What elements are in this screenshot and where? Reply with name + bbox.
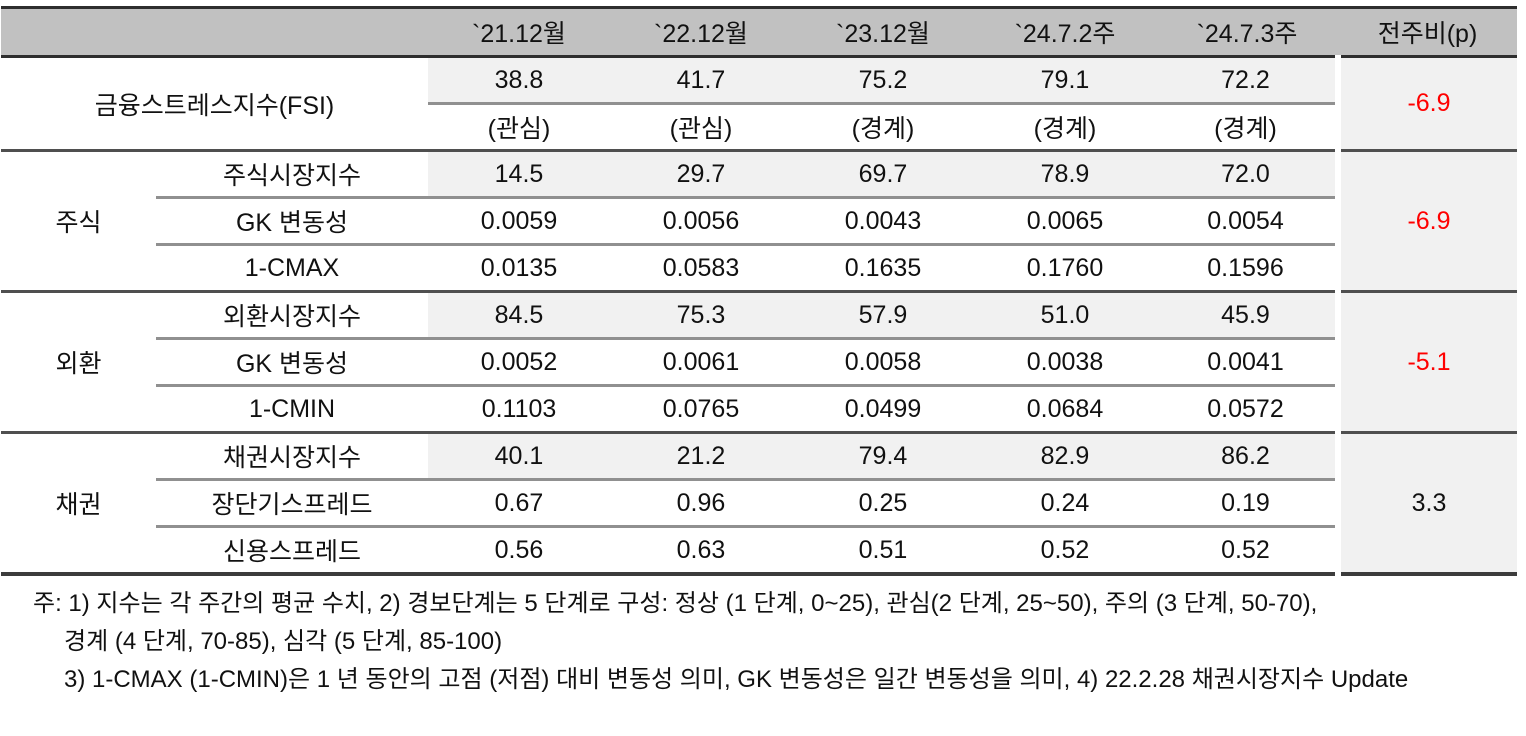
header-row: `21.12월 `22.12월 `23.12월 `24.7.2주 `24.7.3…	[1, 6, 1517, 58]
sub-label: GK 변동성	[156, 338, 428, 387]
value-cell: 0.52	[974, 526, 1156, 576]
value-cell: 0.0499	[792, 385, 974, 434]
column-header-2212: `22.12월	[610, 6, 792, 58]
value-cell: 29.7	[610, 150, 792, 199]
value-cell: 75.2	[792, 56, 974, 105]
bond-creditspread-row: 신용스프레드 0.56 0.63 0.51 0.52 0.52	[1, 526, 1517, 576]
stage-cell: (관심)	[428, 103, 610, 152]
stage-cell: (경계)	[1156, 103, 1338, 152]
value-cell: 0.0054	[1156, 197, 1338, 246]
value-cell: 0.0684	[974, 385, 1156, 434]
bond-termspread-row: 장단기스프레드 0.67 0.96 0.25 0.24 0.19	[1, 479, 1517, 528]
column-header-2112: `21.12월	[428, 6, 610, 58]
group-label-stock: 주식	[1, 150, 156, 293]
sub-label: 장단기스프레드	[156, 479, 428, 528]
group-label-fx: 외환	[1, 291, 156, 434]
value-cell: 0.0058	[792, 338, 974, 387]
value-cell: 0.0043	[792, 197, 974, 246]
group-label-fsi: 금융스트레스지수(FSI)	[1, 56, 428, 152]
fsi-table: `21.12월 `22.12월 `23.12월 `24.7.2주 `24.7.3…	[1, 6, 1517, 576]
column-header-2472: `24.7.2주	[974, 6, 1156, 58]
value-cell: 84.5	[428, 291, 610, 340]
value-cell: 72.0	[1156, 150, 1338, 199]
value-cell: 0.1760	[974, 244, 1156, 293]
value-cell: 0.19	[1156, 479, 1338, 528]
footnote-line-1: 주: 1) 지수는 각 주간의 평균 수치, 2) 경보단계는 5 단계로 구성…	[33, 590, 1318, 617]
value-cell: 0.1596	[1156, 244, 1338, 293]
fx-gk-row: GK 변동성 0.0052 0.0061 0.0058 0.0038 0.004…	[1, 338, 1517, 387]
sub-label: 1-CMIN	[156, 385, 428, 434]
value-cell: 72.2	[1156, 56, 1338, 105]
column-header-wow: 전주비(p)	[1338, 6, 1517, 58]
value-cell: 40.1	[428, 432, 610, 481]
wow-value-fsi: -6.9	[1335, 56, 1517, 152]
value-cell: 0.0056	[610, 197, 792, 246]
fsi-stage-row: (관심) (관심) (경계) (경계) (경계)	[1, 103, 1517, 152]
value-cell: 69.7	[792, 150, 974, 199]
value-cell: 75.3	[610, 291, 792, 340]
fx-cmin-row: 1-CMIN 0.1103 0.0765 0.0499 0.0684 0.057…	[1, 385, 1517, 434]
value-cell: 0.0038	[974, 338, 1156, 387]
sub-label: GK 변동성	[156, 197, 428, 246]
value-cell: 0.0052	[428, 338, 610, 387]
footnote-line-2: 경계 (4 단계, 70-85), 심각 (5 단계, 85-100)	[64, 628, 503, 655]
financial-stress-index-report: `21.12월 `22.12월 `23.12월 `24.7.2주 `24.7.3…	[0, 6, 1526, 736]
value-cell: 0.25	[792, 479, 974, 528]
value-cell: 0.0765	[610, 385, 792, 434]
stock-cmax-row: 1-CMAX 0.0135 0.0583 0.1635 0.1760 0.159…	[1, 244, 1517, 293]
value-cell: 57.9	[792, 291, 974, 340]
value-cell: 0.0061	[610, 338, 792, 387]
stage-cell: (관심)	[610, 103, 792, 152]
value-cell: 79.1	[974, 56, 1156, 105]
sub-label: 신용스프레드	[156, 526, 428, 576]
value-cell: 0.1103	[428, 385, 610, 434]
stock-gk-row: GK 변동성 0.0059 0.0056 0.0043 0.0065 0.005…	[1, 197, 1517, 246]
sub-label: 주식시장지수	[156, 150, 428, 199]
value-cell: 86.2	[1156, 432, 1338, 481]
header-corner-cell	[1, 6, 428, 58]
stage-cell: (경계)	[974, 103, 1156, 152]
value-cell: 78.9	[974, 150, 1156, 199]
value-cell: 41.7	[610, 56, 792, 105]
fx-index-row: 외환 외환시장지수 84.5 75.3 57.9 51.0 45.9 -5.1	[1, 291, 1517, 434]
value-cell: 14.5	[428, 150, 610, 199]
value-cell: 0.1635	[792, 244, 974, 293]
value-cell: 0.52	[1156, 526, 1338, 576]
group-label-bond: 채권	[1, 432, 156, 576]
stock-index-row: 주식 주식시장지수 14.5 29.7 69.7 78.9 72.0 -6.9	[1, 150, 1517, 293]
value-cell: 0.0059	[428, 197, 610, 246]
value-cell: 0.0583	[610, 244, 792, 293]
value-cell: 82.9	[974, 432, 1156, 481]
column-header-2312: `23.12월	[792, 6, 974, 58]
wow-value-stock: -6.9	[1335, 150, 1517, 293]
value-cell: 38.8	[428, 56, 610, 105]
fsi-value-row: 금융스트레스지수(FSI) 38.8 41.7 75.2 79.1 72.2 -…	[1, 56, 1517, 152]
value-cell: 51.0	[974, 291, 1156, 340]
value-cell: 0.24	[974, 479, 1156, 528]
value-cell: 0.0041	[1156, 338, 1338, 387]
footnotes: 주: 1) 지수는 각 주간의 평균 수치, 2) 경보단계는 5 단계로 구성…	[0, 585, 1526, 699]
value-cell: 21.2	[610, 432, 792, 481]
bond-index-row: 채권 채권시장지수 40.1 21.2 79.4 82.9 86.2 3.3	[1, 432, 1517, 576]
wow-value-bond: 3.3	[1335, 432, 1517, 576]
wow-value-fx: -5.1	[1335, 291, 1517, 434]
value-cell: 0.0135	[428, 244, 610, 293]
value-cell: 0.63	[610, 526, 792, 576]
stage-cell: (경계)	[792, 103, 974, 152]
value-cell: 0.51	[792, 526, 974, 576]
value-cell: 0.56	[428, 526, 610, 576]
value-cell: 0.67	[428, 479, 610, 528]
value-cell: 0.0065	[974, 197, 1156, 246]
sub-label: 채권시장지수	[156, 432, 428, 481]
sub-label: 1-CMAX	[156, 244, 428, 293]
value-cell: 0.96	[610, 479, 792, 528]
column-header-2473: `24.7.3주	[1156, 6, 1338, 58]
value-cell: 0.0572	[1156, 385, 1338, 434]
footnote-line-3: 3) 1-CMAX (1-CMIN)은 1 년 동안의 고점 (저점) 대비 변…	[64, 666, 1409, 693]
value-cell: 79.4	[792, 432, 974, 481]
value-cell: 45.9	[1156, 291, 1338, 340]
sub-label: 외환시장지수	[156, 291, 428, 340]
